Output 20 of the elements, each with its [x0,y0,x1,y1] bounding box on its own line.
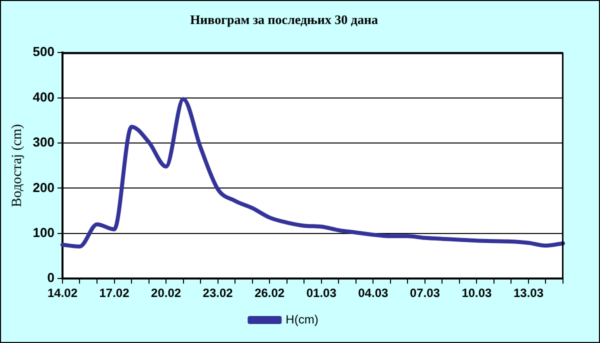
legend-label: H(cm) [286,312,318,326]
x-tick-label: 04.03 [358,286,388,300]
y-tick-label: 400 [32,89,54,104]
y-axis-title: Водостај (cm) [10,124,26,208]
x-tick-label: 01.03 [306,286,337,300]
x-tick-label: 23.02 [202,286,234,300]
x-tick-label: 17.02 [99,286,130,300]
x-tick-label: 26.02 [254,286,285,300]
y-tick-label: 200 [32,180,54,195]
y-tick-label: 0 [47,270,54,286]
x-tick-label: 07.03 [410,286,440,300]
x-tick-label: 10.03 [462,286,492,300]
x-tick-label: 20.02 [151,286,182,300]
y-tick-label: 100 [32,224,54,240]
x-tick-label: 13.03 [513,286,544,300]
chart-title: Нивограм за последњих 30 дана [190,12,378,28]
y-tick-label: 500 [32,44,54,60]
x-tick-label: 14.02 [47,286,78,300]
line-series [60,97,565,249]
y-tick-label: 300 [32,134,54,150]
